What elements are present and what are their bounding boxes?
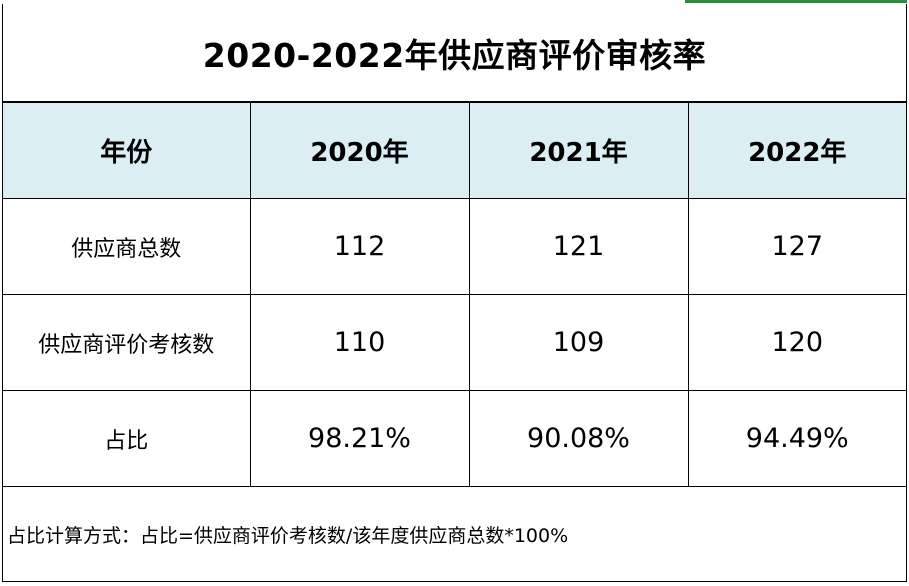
table-row: 供应商总数 112 121 127 [3, 198, 906, 295]
header-cell-year[interactable]: 2020年 [249, 102, 470, 199]
table-cell[interactable]: 90.08% [468, 390, 689, 487]
data-table: 年份 2020年 2021年 2022年 供应商总数 112 121 127 供… [3, 102, 906, 487]
table-cell[interactable]: 112 [249, 198, 470, 295]
row-label[interactable]: 占比 [3, 390, 251, 487]
calculation-note[interactable]: 占比计算方式：占比=供应商评价考核数/该年度供应商总数*100% [3, 486, 906, 582]
row-label[interactable]: 供应商评价考核数 [3, 294, 251, 391]
table-cell[interactable]: 109 [468, 294, 689, 391]
page-title: 2020-2022年供应商评价审核率 [3, 4, 906, 102]
row-label[interactable]: 供应商总数 [3, 198, 251, 295]
table-cell[interactable]: 121 [468, 198, 689, 295]
table-cell[interactable]: 94.49% [687, 390, 906, 487]
header-cell-year[interactable]: 2021年 [468, 102, 689, 199]
table-row: 占比 98.21% 90.08% 94.49% [3, 390, 906, 487]
header-cell-label[interactable]: 年份 [3, 102, 251, 199]
table-row: 供应商评价考核数 110 109 120 [3, 294, 906, 391]
table-cell[interactable]: 110 [249, 294, 470, 391]
report-sheet: 2020-2022年供应商评价审核率 年份 2020年 2021年 2022年 … [2, 4, 907, 582]
table-header-row: 年份 2020年 2021年 2022年 [3, 102, 906, 199]
table-cell[interactable]: 120 [687, 294, 906, 391]
table-cell[interactable]: 98.21% [249, 390, 470, 487]
table-cell[interactable]: 127 [687, 198, 906, 295]
header-cell-year[interactable]: 2022年 [687, 102, 906, 199]
top-accent-bar [685, 0, 907, 3]
